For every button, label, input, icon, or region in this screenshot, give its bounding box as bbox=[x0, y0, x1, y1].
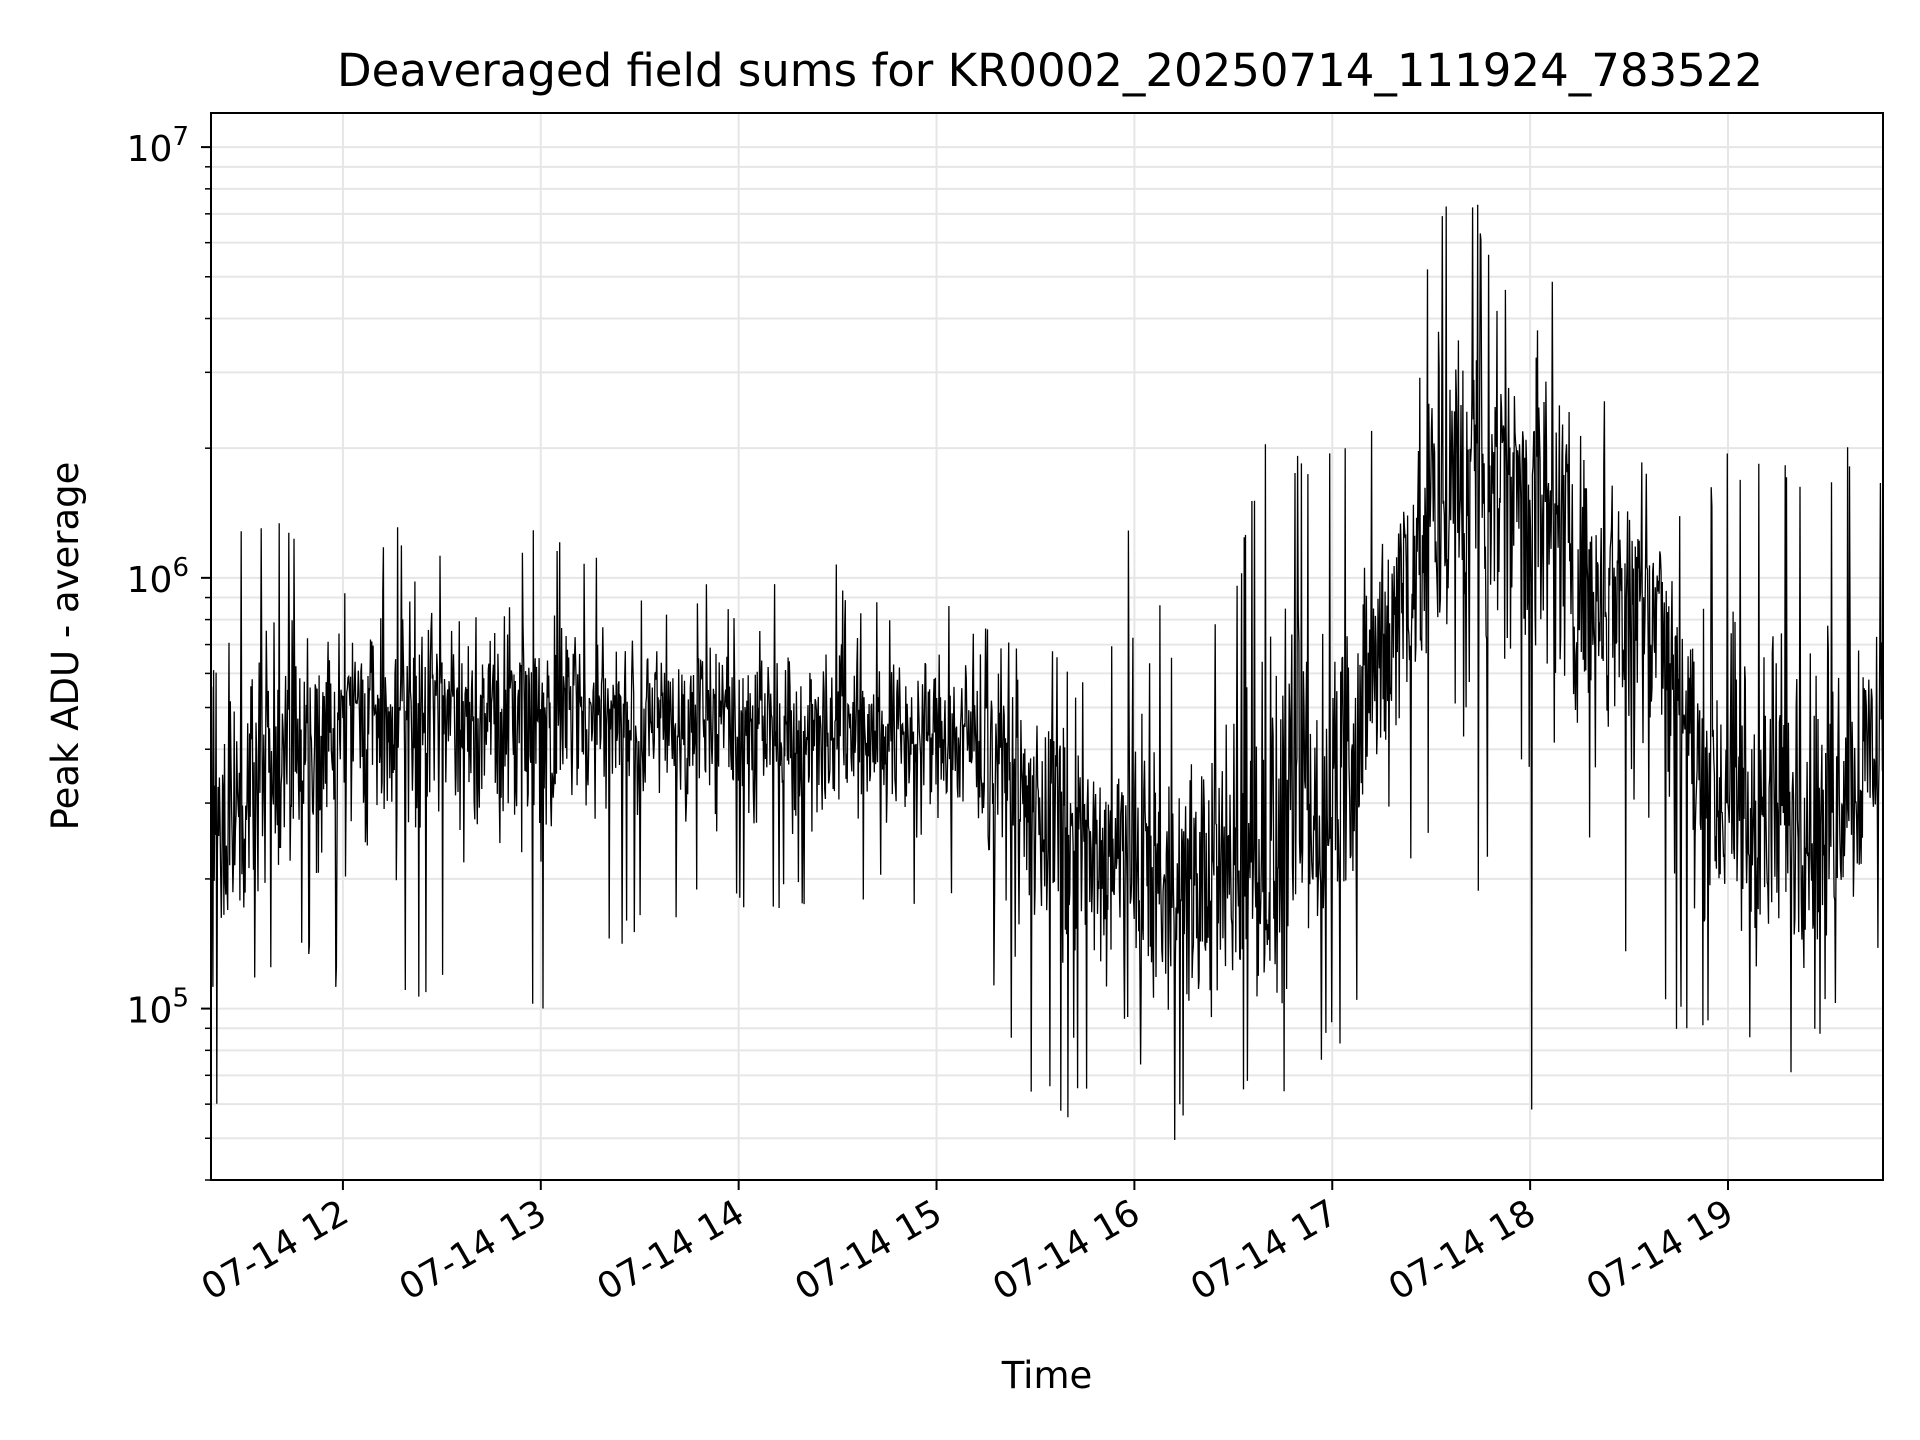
plot-area bbox=[210, 204, 1884, 1141]
grid bbox=[211, 113, 1883, 1181]
y-tick-exponent: 5 bbox=[172, 984, 189, 1014]
y-tick-exponent: 6 bbox=[172, 553, 189, 583]
y-tick-base: 10 bbox=[127, 129, 173, 170]
y-tick-label: 107 bbox=[127, 122, 189, 170]
y-tick-label: 105 bbox=[127, 984, 189, 1032]
y-tick-base: 10 bbox=[127, 991, 173, 1032]
chart-title: Deaveraged field sums for KR0002_2025071… bbox=[337, 44, 1763, 97]
series-line bbox=[210, 204, 1884, 1141]
y-tick-base: 10 bbox=[127, 560, 173, 601]
y-tick-label: 106 bbox=[127, 553, 189, 601]
y-axis-label: Peak ADU - average bbox=[44, 462, 87, 831]
plot-frame bbox=[210, 112, 1884, 1181]
x-axis-label: Time bbox=[1001, 1354, 1093, 1397]
y-tick-exponent: 7 bbox=[172, 122, 189, 152]
